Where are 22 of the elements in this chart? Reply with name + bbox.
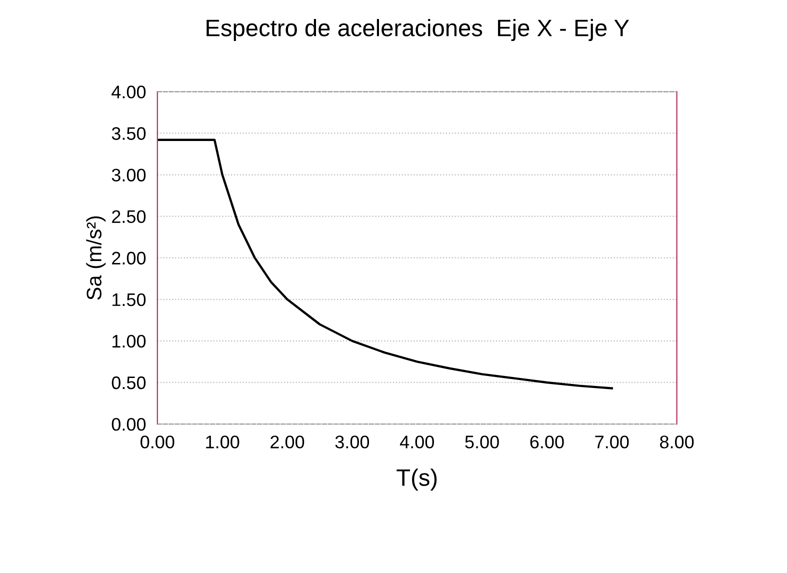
x-tick-label: 3.00 [335,436,370,448]
y-tick-label: 3.50 [112,127,146,140]
x-tick-label: 1.00 [206,436,240,448]
y-tick-label: 2.00 [112,252,146,265]
y-tick-label: 4.00 [112,86,146,98]
y-axis-title: Sa (m/s²) [86,216,106,300]
x-tick-label: 7.00 [595,436,629,448]
x-tick-label: 8.00 [660,436,694,448]
x-tick-label: 5.00 [465,436,499,448]
y-tick-label: 1.00 [112,334,146,348]
x-tick-label: 2.00 [270,436,304,448]
y-tick-label: 0.00 [112,418,146,431]
x-tick-label: 4.00 [400,436,434,448]
y-tick-label: 1.50 [112,293,146,306]
chart-title: Espectro de aceleraciones Eje X - Eje Y [206,19,630,42]
x-tick-label: 0.00 [140,436,174,448]
x-tick-label: 6.00 [530,436,564,448]
line-series [157,138,613,390]
y-tick-label: 2.50 [112,210,146,224]
y-tick-label: 3.00 [112,168,146,182]
y-tick-label: 0.50 [112,376,146,390]
x-axis-title: T(s) [396,468,437,491]
